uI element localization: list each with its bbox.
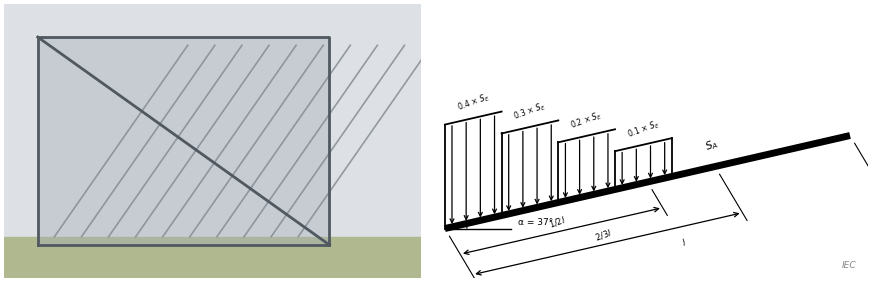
Text: 0.2 × $S_E$: 0.2 × $S_E$	[569, 109, 604, 132]
Text: α = 37°: α = 37°	[518, 218, 553, 227]
Text: 2/3$l$: 2/3$l$	[593, 226, 614, 243]
Text: IEC: IEC	[842, 261, 856, 270]
Text: 0.3 × $S_E$: 0.3 × $S_E$	[512, 100, 548, 123]
Bar	[4, 237, 421, 278]
Polygon shape	[37, 37, 330, 245]
Text: 1/2$l$: 1/2$l$	[547, 214, 568, 230]
Text: $S_A$: $S_A$	[703, 136, 720, 154]
Text: 0.1 × $S_E$: 0.1 × $S_E$	[625, 117, 661, 140]
Text: $l$: $l$	[681, 236, 688, 248]
Text: 0.4 × $S_E$: 0.4 × $S_E$	[455, 91, 491, 114]
Bar	[4, 4, 421, 237]
